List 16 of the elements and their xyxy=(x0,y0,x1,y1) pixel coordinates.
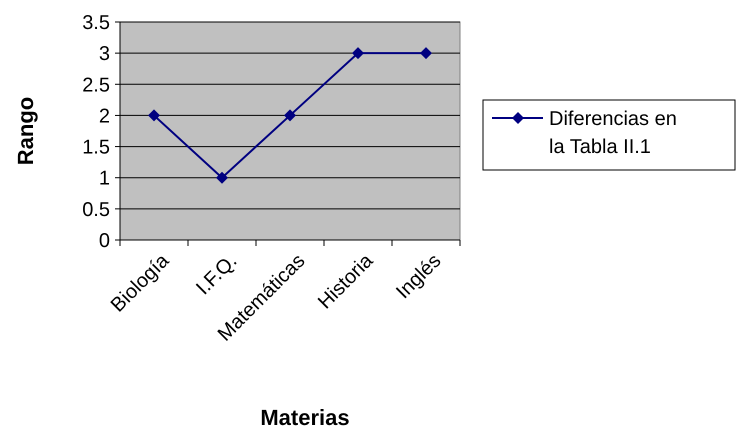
y-tick-label: 2 xyxy=(98,105,110,128)
point xyxy=(148,109,160,122)
y-tick-label: 1.5 xyxy=(82,136,110,159)
legend-label: Diferencias en la Tabla II.1 xyxy=(549,108,677,158)
y-tick-label: 0 xyxy=(98,230,110,252)
x-axis-title: Materias xyxy=(260,405,350,430)
point xyxy=(284,109,296,122)
point xyxy=(352,47,364,60)
y-tick-label: 1 xyxy=(98,168,110,190)
y-tick-label: 0.5 xyxy=(82,198,110,221)
point xyxy=(420,47,432,60)
y-axis-title: Rango xyxy=(13,96,38,166)
y-tick-label: 3 xyxy=(98,43,110,66)
y-tick-label: 2.5 xyxy=(82,74,110,96)
y-tick-label: 3.5 xyxy=(82,12,110,34)
point xyxy=(216,172,228,184)
